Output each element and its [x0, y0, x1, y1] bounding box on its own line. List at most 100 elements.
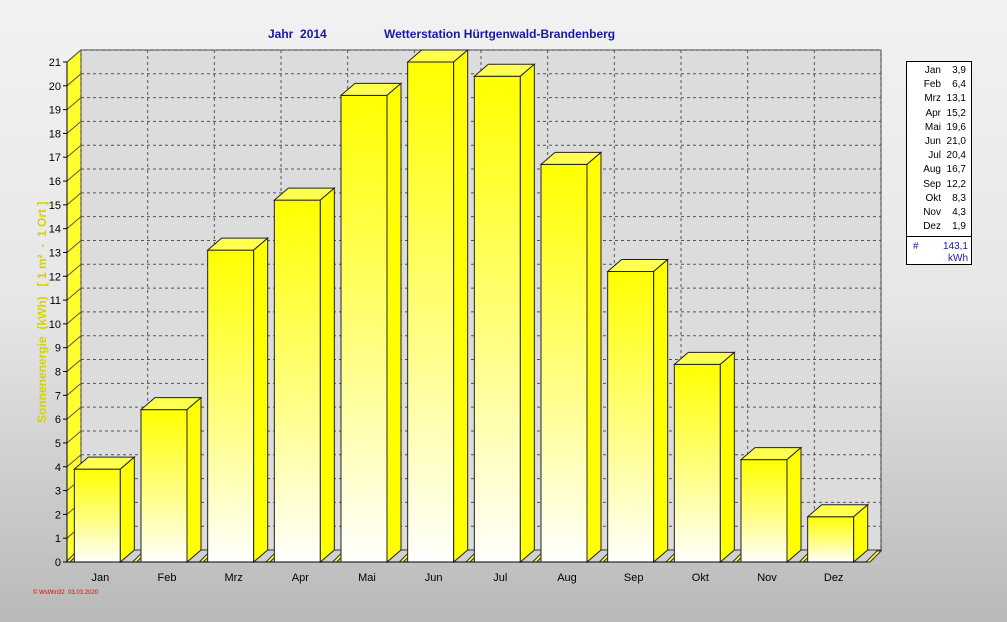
- legend-month: Mrz: [924, 93, 941, 105]
- legend-row: Mrz 13,1: [907, 93, 969, 107]
- bar-feb: [140, 409, 188, 563]
- y-gridline-side: [66, 73, 82, 87]
- y-gridline-side: [66, 430, 82, 444]
- bar-jul: [473, 75, 521, 563]
- x-tick-label: Feb: [158, 572, 177, 584]
- y-tick-label: 0: [55, 557, 61, 569]
- y-gridline-side: [66, 311, 82, 325]
- legend-row: Apr 15,2: [907, 108, 969, 122]
- y-tick-label: 16: [49, 176, 61, 188]
- y-gridline-side: [66, 359, 82, 372]
- legend-unit: kWh: [948, 253, 968, 264]
- legend-row: Nov 4,3: [907, 207, 969, 221]
- y-gridline-side: [66, 192, 82, 206]
- y-tick-label: 19: [49, 105, 61, 117]
- y-tick-label: 13: [49, 247, 61, 259]
- legend-row: Feb 6,4: [907, 79, 969, 93]
- bar-side: [186, 396, 202, 564]
- legend-row: Sep 12,2: [907, 179, 969, 193]
- bar-side: [786, 446, 802, 564]
- y-tick-label: 3: [55, 486, 61, 498]
- bar-side: [253, 237, 269, 564]
- x-tick-label: Sep: [624, 572, 644, 584]
- legend-value: 3,9: [952, 65, 966, 76]
- y-tick-label: 1: [55, 533, 61, 545]
- y-gridline-side: [66, 168, 82, 182]
- floor-marker: [864, 550, 883, 563]
- bar-dez: [807, 516, 855, 563]
- y-tick-label: 10: [49, 319, 61, 331]
- legend-month: Jul: [928, 150, 941, 162]
- values-legend: Jan 3,9 Feb 6,4 Mrz 13,1 Apr 15,2 Mai 19,6 Jun 21,0…: [906, 61, 972, 265]
- bar-side: [519, 63, 535, 564]
- legend-value: 20,4: [946, 150, 966, 162]
- legend-month: Apr: [925, 107, 941, 119]
- bar-side: [853, 503, 869, 564]
- y-gridline-side: [66, 406, 82, 420]
- y-tick-label: 7: [55, 390, 61, 402]
- legend-month: Mai: [924, 121, 941, 133]
- legend-row: Jan 3,9: [907, 65, 969, 79]
- legend-row: Jun 21,0: [907, 136, 969, 150]
- y-tick-label: 11: [50, 295, 61, 307]
- y-gridline-side: [66, 144, 82, 158]
- legend-value: 12,2: [946, 178, 966, 190]
- bar-mrz: [207, 249, 255, 563]
- bar-jun: [407, 61, 455, 563]
- y-tick-label: 17: [49, 152, 61, 164]
- legend-month: Nov: [923, 207, 941, 218]
- x-tick-label: Mrz: [225, 572, 243, 584]
- legend-month: Dez: [923, 221, 941, 233]
- legend-row: Aug 16,7: [907, 164, 969, 178]
- bar-side: [319, 187, 335, 564]
- x-tick-label: Dez: [824, 572, 844, 584]
- legend-value: 1,9: [952, 221, 966, 233]
- legend-month: Jun: [924, 136, 941, 147]
- chart-station-title: Wetterstation Hürtgenwald-Brandenberg: [384, 27, 616, 41]
- y-gridline-side: [66, 121, 82, 134]
- legend-value: 13,1: [946, 93, 966, 105]
- legend-row: Dez 1,9: [907, 221, 969, 235]
- legend-value: 4,3: [952, 207, 966, 218]
- bar-side: [119, 456, 135, 564]
- y-gridline-side: [66, 287, 82, 301]
- bar-side: [453, 48, 469, 564]
- y-tick-label: 9: [55, 343, 61, 355]
- legend-value: 19,6: [946, 121, 966, 133]
- legend-month: Sep: [923, 178, 941, 190]
- x-tick-label: Apr: [292, 572, 309, 584]
- y-tick-label: 6: [55, 414, 61, 426]
- legend-row: Jul 20,4: [907, 150, 969, 164]
- y-tick-label: 15: [49, 200, 61, 212]
- y-tick-label: 5: [55, 438, 61, 450]
- y-gridline-side: [66, 382, 82, 396]
- bar-apr: [273, 199, 321, 563]
- legend-sum-symbol: #: [913, 241, 919, 252]
- chart-year-title: Jahr 2014: [268, 27, 327, 41]
- bar-jan: [73, 468, 121, 563]
- legend-month: Jan: [924, 65, 941, 76]
- legend-row: Mai 19,6: [907, 122, 969, 136]
- x-tick-label: Jan: [91, 572, 109, 584]
- y-tick-label: 14: [49, 224, 61, 236]
- footer-credit: © WsWin32 03.03.2020: [33, 590, 99, 596]
- bar-okt: [673, 363, 721, 563]
- bar-aug: [540, 163, 588, 563]
- bar-mai: [340, 94, 388, 563]
- legend-value: 6,4: [952, 79, 966, 91]
- y-tick-label: 4: [55, 462, 61, 474]
- y-tick-label: 20: [49, 81, 61, 93]
- bar-side: [386, 82, 402, 564]
- bar-nov: [740, 459, 788, 563]
- legend-month: Feb: [923, 79, 941, 91]
- x-tick-label: Jul: [493, 572, 507, 584]
- x-tick-label: Aug: [557, 572, 577, 584]
- legend-sum-value: 143,1: [942, 241, 968, 252]
- x-tick-label: Okt: [692, 572, 709, 584]
- legend-value: 15,2: [946, 107, 966, 119]
- y-gridline-side: [66, 263, 82, 277]
- bar-side: [719, 351, 735, 564]
- legend-month: Okt: [925, 192, 941, 204]
- legend-value: 21,0: [946, 136, 966, 147]
